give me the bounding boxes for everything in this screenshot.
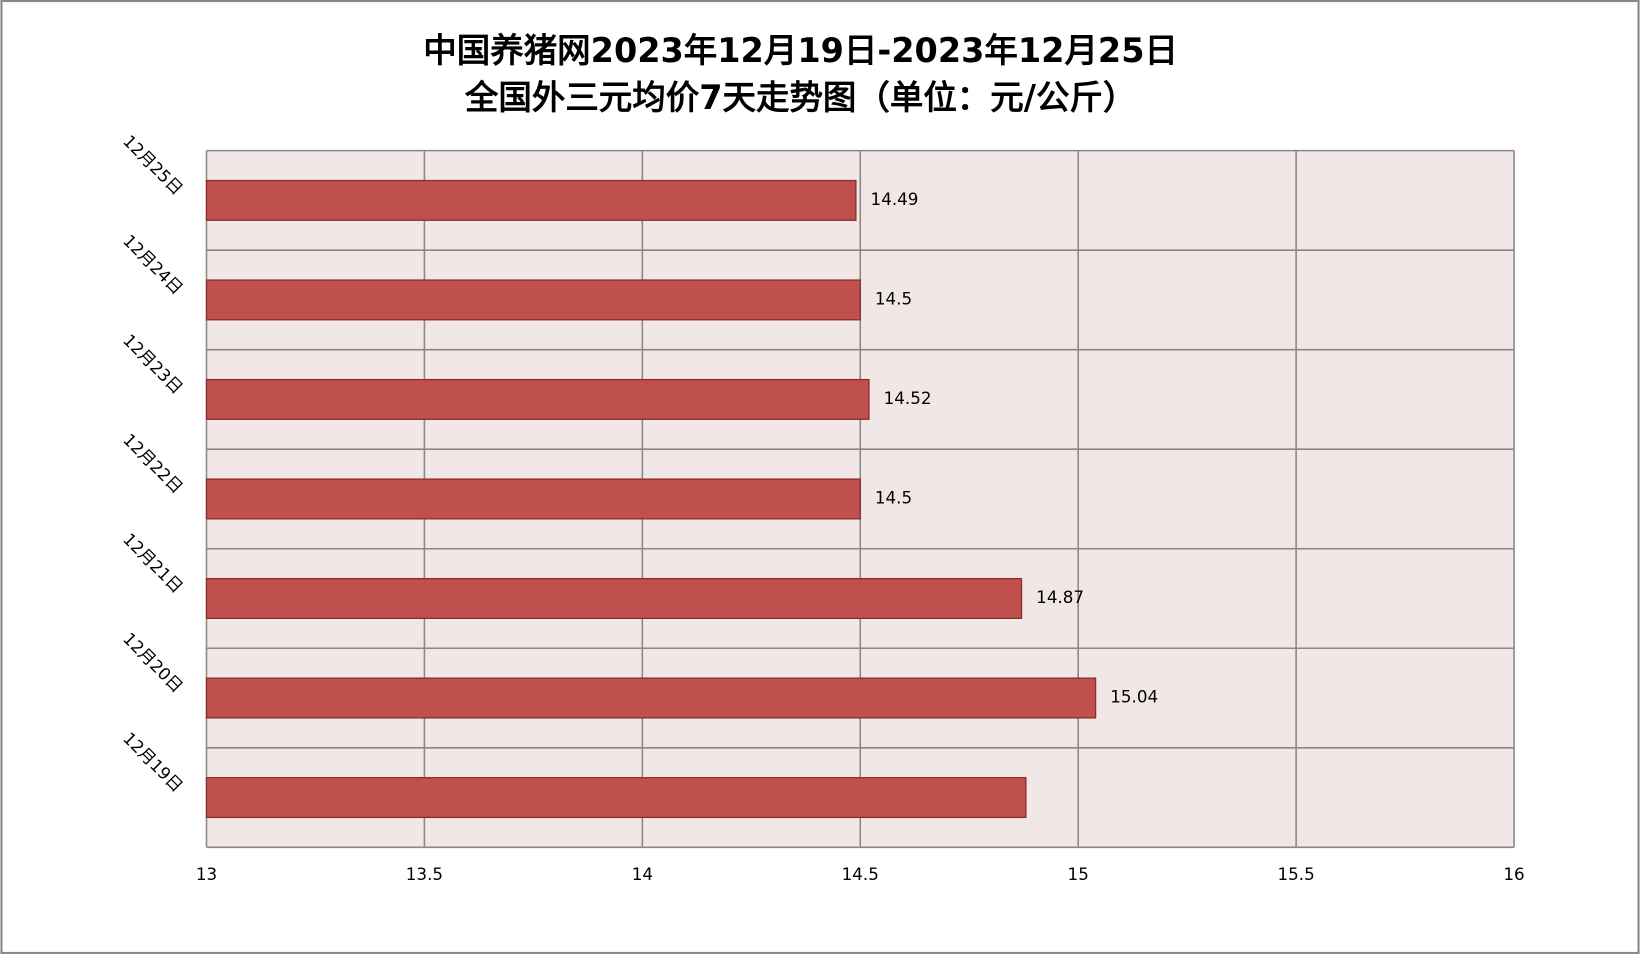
- x-tick-label: 16: [1503, 864, 1524, 884]
- x-tick-label: 13.5: [406, 864, 443, 884]
- x-tick-label: 14: [632, 864, 653, 884]
- bar: [205, 279, 861, 321]
- x-tick-label: 15.5: [1278, 864, 1315, 884]
- bar: [205, 677, 1097, 719]
- chart-title: 中国养猪网2023年12月19日-2023年12月25日: [423, 31, 1178, 70]
- bar: [205, 378, 870, 420]
- data-label: 14.52: [884, 388, 932, 408]
- x-tick-label: 13: [196, 864, 217, 884]
- x-tick-label: 15: [1068, 864, 1089, 884]
- bar: [205, 179, 857, 221]
- data-label: 14.87: [1036, 587, 1084, 607]
- data-label: 14.5: [875, 288, 912, 308]
- bar: [205, 577, 1023, 619]
- x-tick-label: 14.5: [842, 864, 879, 884]
- data-label: 15.04: [1110, 687, 1158, 707]
- bar: [205, 777, 1027, 819]
- data-label: 14.49: [871, 189, 919, 209]
- chart-title: 全国外三元均价7天走势图（单位：元/公斤）: [464, 78, 1136, 117]
- bar: [205, 478, 861, 520]
- data-label: 14.5: [875, 487, 912, 507]
